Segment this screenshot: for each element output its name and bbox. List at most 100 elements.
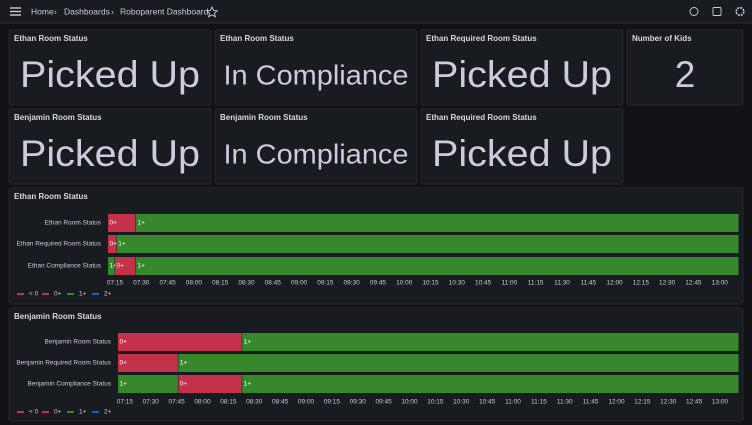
x-tick-label: 11:15 bbox=[528, 280, 544, 287]
star-button[interactable] bbox=[205, 5, 219, 18]
x-tick-label: 09:15 bbox=[324, 399, 341, 406]
x-tick-label: 10:15 bbox=[427, 399, 444, 406]
state-segment bbox=[108, 257, 115, 275]
x-tick-label: 12:30 bbox=[660, 399, 677, 406]
x-tick-label: 08:30 bbox=[246, 399, 263, 406]
x-tick-label: 11:30 bbox=[554, 280, 570, 287]
row-label: Ethan Room Status bbox=[45, 220, 102, 227]
x-tick-label: 08:00 bbox=[186, 280, 203, 287]
x-tick-label: 12:00 bbox=[606, 280, 623, 287]
x-tick-label: 08:15 bbox=[220, 399, 237, 406]
row-label: Ethan Compliance Status bbox=[28, 263, 102, 270]
panel-title: Ethan Room Status bbox=[220, 34, 294, 43]
legend-label: 2+ bbox=[104, 291, 112, 298]
stat-value: Picked Up bbox=[20, 54, 200, 95]
breadcrumb-separator: › bbox=[54, 6, 57, 16]
row-label: Ethan Required Room Status bbox=[16, 241, 101, 248]
row-label: Benjamin Required Room Status bbox=[16, 360, 111, 367]
panels: Ethan Room Status Picked Up Ethan Room Sta… bbox=[8, 29, 744, 422]
segment-label: 1+ bbox=[244, 381, 252, 388]
settings-button[interactable] bbox=[735, 6, 745, 17]
x-tick-label: 10:30 bbox=[449, 280, 466, 287]
menu-button[interactable] bbox=[10, 7, 21, 16]
state-segment bbox=[136, 214, 739, 232]
x-tick-label: 10:30 bbox=[453, 399, 470, 406]
legend-label: 0+ bbox=[54, 409, 62, 416]
panel-title: Ethan Required Room Status bbox=[426, 113, 537, 122]
panel bbox=[214, 108, 418, 185]
x-tick-label: 12:00 bbox=[608, 399, 625, 406]
x-tick-label: 12:15 bbox=[634, 399, 651, 406]
segment-label: 0+ bbox=[117, 263, 125, 270]
x-tick-label: 11:45 bbox=[583, 399, 599, 406]
info-button[interactable] bbox=[689, 7, 699, 16]
x-tick-label: 10:15 bbox=[422, 280, 439, 287]
state-segment bbox=[116, 235, 739, 253]
segment-label: 1+ bbox=[138, 220, 146, 227]
panel-title: Benjamin Room Status bbox=[220, 113, 308, 122]
x-tick-label: 11:00 bbox=[501, 280, 517, 287]
x-tick-label: 11:00 bbox=[505, 399, 521, 406]
panel bbox=[8, 108, 212, 185]
top-bar bbox=[0, 0, 752, 23]
state-segment bbox=[118, 333, 242, 351]
x-tick-label: 12:15 bbox=[633, 280, 650, 287]
row-label: Benjamin Compliance Status bbox=[28, 381, 112, 388]
x-tick-label: 11:15 bbox=[531, 399, 547, 406]
panel-title: Ethan Room Status bbox=[14, 34, 88, 43]
segment-label: 1+ bbox=[138, 263, 146, 270]
segment-label: 0+ bbox=[110, 241, 118, 248]
panel-title: Benjamin Room Status bbox=[14, 312, 102, 321]
legend-label: < 0 bbox=[29, 291, 39, 298]
save-button[interactable] bbox=[712, 7, 722, 16]
x-tick-label: 08:45 bbox=[272, 399, 289, 406]
legend-label: < 0 bbox=[29, 409, 39, 416]
x-tick-label: 07:30 bbox=[143, 399, 160, 406]
x-tick-label: 13:00 bbox=[712, 280, 729, 287]
state-segment bbox=[115, 257, 136, 275]
state-segment bbox=[118, 354, 178, 372]
stat-value: Picked Up bbox=[432, 54, 612, 95]
panel-title: Ethan Required Room Status bbox=[426, 34, 537, 43]
segment-label: 0+ bbox=[110, 220, 118, 227]
segment-label: 1+ bbox=[180, 360, 188, 367]
x-tick-label: 10:45 bbox=[479, 399, 496, 406]
state-segment bbox=[178, 354, 739, 372]
x-tick-label: 09:45 bbox=[376, 399, 393, 406]
state-segment bbox=[178, 375, 242, 393]
state-segment bbox=[118, 375, 178, 393]
stat-value: In Compliance bbox=[224, 138, 409, 169]
x-tick-label: 10:00 bbox=[396, 280, 413, 287]
row-label: Benjamin Room Status bbox=[45, 339, 112, 346]
x-tick-label: 13:00 bbox=[712, 399, 729, 406]
state-segment bbox=[108, 235, 117, 253]
x-tick-label: 07:15 bbox=[117, 399, 134, 406]
x-tick-label: 12:30 bbox=[659, 280, 676, 287]
legend-label: 2+ bbox=[104, 409, 112, 416]
legend-label: 1+ bbox=[79, 291, 87, 298]
x-tick-label: 10:00 bbox=[401, 399, 418, 406]
panel bbox=[626, 29, 744, 106]
panel bbox=[420, 108, 624, 185]
breadcrumb-separator: › bbox=[111, 6, 114, 16]
x-tick-label: 09:30 bbox=[343, 280, 360, 287]
breadcrumb-dashboards[interactable]: Dashboards bbox=[64, 6, 110, 16]
stat-value: In Compliance bbox=[224, 59, 409, 90]
panel bbox=[8, 29, 212, 106]
state-segment bbox=[108, 214, 136, 232]
segment-label: 0+ bbox=[120, 360, 128, 367]
x-tick-label: 11:30 bbox=[557, 399, 573, 406]
x-tick-label: 07:30 bbox=[133, 280, 150, 287]
panel-title: Benjamin Room Status bbox=[14, 113, 102, 122]
x-tick-label: 12:45 bbox=[686, 399, 703, 406]
breadcrumb-home[interactable]: Home bbox=[31, 6, 54, 16]
panel-title: Ethan Room Status bbox=[14, 192, 88, 201]
x-tick-label: 09:00 bbox=[298, 399, 315, 406]
segment-label: 1+ bbox=[110, 263, 118, 270]
breadcrumb-current: Roboparent Dashboard bbox=[120, 6, 209, 16]
x-tick-label: 09:45 bbox=[370, 280, 387, 287]
x-tick-label: 08:15 bbox=[212, 280, 229, 287]
state-segment bbox=[242, 375, 739, 393]
